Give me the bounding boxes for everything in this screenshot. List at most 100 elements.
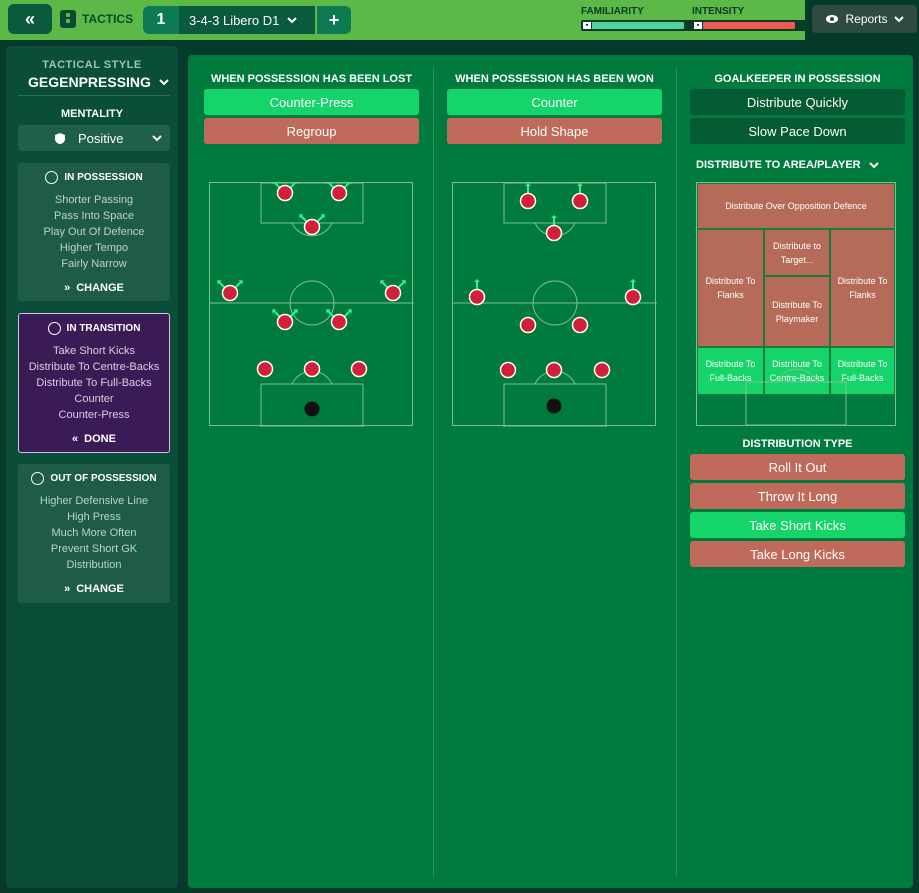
tactical-style-value: GEGENPRESSING [28,74,151,90]
player-dot [384,284,402,302]
arrow-head [320,214,325,219]
player-marker [545,361,563,379]
movement-arrow [234,281,242,289]
in-transition-card: IN TRANSITION Take Short Kicks Distribute… [18,313,170,453]
movement-arrow [218,281,226,289]
zone-full-backs-right[interactable]: Distribute To Full-Backs [830,347,895,395]
tactical-style-selector[interactable]: GEGENPRESSING [28,74,169,90]
divider [18,95,170,96]
player-dot [545,361,563,379]
player-dot [276,184,294,202]
player-dot [546,398,562,414]
movement-arrow [343,183,351,189]
player-marker [350,360,368,378]
counter-press-option[interactable]: Counter-Press [204,89,419,115]
player-marker [593,361,611,379]
intensity-icon: ▪ [694,22,702,29]
done-label: DONE [84,433,116,445]
mentality-selector[interactable]: Positive [18,125,170,151]
player-marker [256,360,274,378]
arrow-head [380,280,385,285]
column-divider [433,67,434,877]
add-tactic-button[interactable]: + [317,6,351,34]
transition-icon [47,322,61,335]
take-short-kicks-option[interactable]: Take Short Kicks [690,512,905,538]
familiarity-label: FAMILIARITY [581,6,644,17]
hold-shape-option[interactable]: Hold Shape [447,118,662,144]
tactics-label: TACTICS [82,12,134,26]
top-bar: « TACTICS 1 3-4-3 Libero D1 + FAMILIARIT… [0,0,919,40]
defence-icon [31,472,45,485]
instruction-item: Prevent Short GK [50,543,138,555]
chevron-down-icon [868,162,879,169]
player-marker [468,279,486,306]
goalkeeper-marker [304,401,320,417]
zone-flanks-right[interactable]: Distribute To Flanks [830,229,895,347]
double-chevron-left-icon: « [72,433,79,445]
zone-centre-backs[interactable]: Distribute To Centre-Backs [764,347,830,395]
player-marker [571,316,589,334]
in-transition-title: IN TRANSITION [66,323,141,334]
reports-button[interactable]: Reports [812,5,917,33]
tactical-style-label: TACTICAL STYLE [42,59,142,71]
back-button[interactable]: « [8,4,52,34]
arrow-head [299,214,304,219]
movement-arrow [273,183,281,189]
in-possession-change-button[interactable]: » CHANGE [18,282,170,294]
in-transition-done-button[interactable]: « DONE [19,433,169,445]
player-dot [276,313,294,331]
player-dot [545,224,563,242]
zone-flanks-left[interactable]: Distribute To Flanks [697,229,764,347]
movement-arrow [397,281,405,289]
arrow-head [347,309,352,314]
tactics-icon [60,10,76,28]
distribute-area-dropdown[interactable]: DISTRIBUTE TO AREA/PLAYER [696,159,879,171]
player-marker [272,183,298,202]
mentality-value: Positive [78,130,124,146]
movement-arrow [316,215,324,223]
zone-over-defence[interactable]: Distribute Over Opposition Defence [697,183,895,229]
throw-it-long-option[interactable]: Throw It Long [690,483,905,509]
player-dot [304,401,320,417]
player-dot [571,316,589,334]
player-dot [330,184,348,202]
player-dot [256,360,274,378]
player-dot [499,361,517,379]
player-marker [571,183,589,210]
familiarity-meter: FAMILIARITY ▪ [581,6,695,31]
change-label: CHANGE [76,583,124,595]
zone-target[interactable]: Distribute to Target... [764,229,830,276]
movement-arrow [381,281,389,289]
tactic-selector[interactable]: 3-4-3 Libero D1 [179,6,315,34]
instruction-item: Much More Often [51,527,137,539]
double-chevron-left-icon: « [24,8,35,29]
distribute-quickly-option[interactable]: Distribute Quickly [690,89,905,115]
take-long-kicks-option[interactable]: Take Long Kicks [690,541,905,567]
counter-option[interactable]: Counter [447,89,662,115]
gk-title: GOALKEEPER IN POSSESSION [714,73,881,85]
chevron-down-icon [287,17,298,24]
slow-pace-down-option[interactable]: Slow Pace Down [690,118,905,144]
player-marker [545,215,563,242]
zone-full-backs-left[interactable]: Distribute To Full-Backs [697,347,764,395]
intensity-label: INTENSITY [692,6,745,17]
player-marker [299,214,325,236]
player-marker [380,280,406,302]
arrow-head [525,183,531,186]
change-label: CHANGE [76,282,124,294]
arrow-head [272,309,277,314]
players-layer [217,183,406,417]
sidebar: TACTICAL STYLE GEGENPRESSING MENTALITY P… [6,46,178,888]
chevron-down-icon [159,79,169,86]
zone-playmaker[interactable]: Distribute To Playmaker [764,276,830,347]
regroup-option[interactable]: Regroup [204,118,419,144]
out-of-possession-change-button[interactable]: » CHANGE [18,583,170,595]
instruction-item: Fairly Narrow [61,258,127,270]
intensity-meter: INTENSITY ▪ [692,6,806,31]
familiarity-fill [592,22,684,29]
player-marker [272,309,298,331]
tactic-slot-number[interactable]: 1 [143,6,179,34]
roll-it-out-option[interactable]: Roll It Out [690,454,905,480]
ball-icon [45,171,59,184]
tactics-header: TACTICS [60,10,133,28]
